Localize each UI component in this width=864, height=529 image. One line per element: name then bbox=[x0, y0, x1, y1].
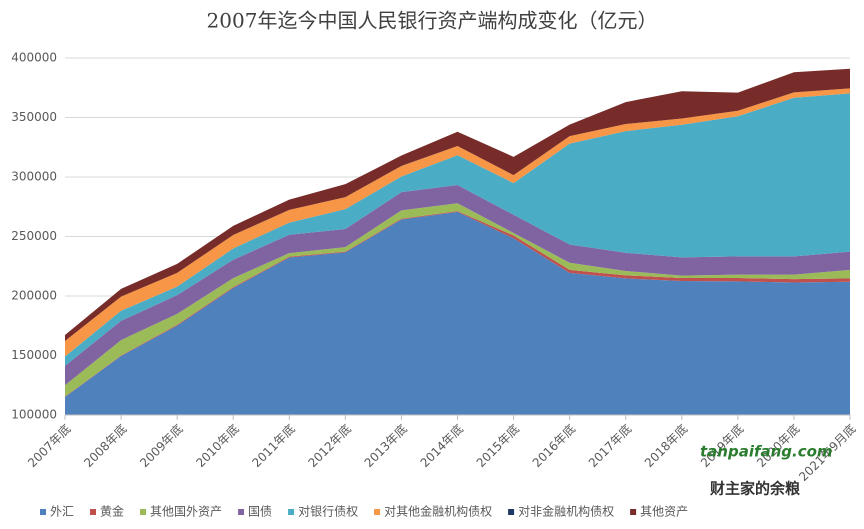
watermark: 财主家的余粮 bbox=[710, 480, 801, 498]
watermark: tanpaifang.com bbox=[700, 443, 833, 461]
x-tick-label: 2007年底 bbox=[24, 421, 73, 470]
area bbox=[65, 185, 850, 386]
legend-label: 对其他金融机构债权 bbox=[384, 504, 492, 519]
y-tick-label: 200000 bbox=[11, 289, 57, 303]
legend-label: 国债 bbox=[248, 505, 272, 519]
x-tick-label: 2010年底 bbox=[193, 421, 242, 470]
x-tick-label: 2014年底 bbox=[417, 421, 466, 470]
legend-label: 对银行债权 bbox=[298, 505, 358, 519]
legend-label: 黄金 bbox=[100, 504, 124, 519]
chart-title: 2007年迄今中国人民银行资产端构成变化（亿元） bbox=[207, 9, 658, 33]
legend-swatch bbox=[374, 509, 381, 515]
y-tick-label: 150000 bbox=[11, 348, 57, 362]
area bbox=[65, 211, 850, 415]
legend-swatch bbox=[40, 509, 46, 515]
x-tick-label: 2018年底 bbox=[641, 421, 690, 470]
legend-label: 其他资产 bbox=[640, 505, 688, 519]
legend-label: 外汇 bbox=[50, 505, 74, 519]
y-tick-label: 300000 bbox=[11, 170, 57, 184]
legend-swatch bbox=[288, 509, 295, 515]
area bbox=[65, 93, 850, 366]
x-tick-label: 2012年底 bbox=[305, 421, 354, 470]
y-tick-label: 100000 bbox=[11, 408, 57, 422]
area bbox=[65, 68, 850, 341]
x-tick-label: 2013年底 bbox=[361, 421, 410, 470]
x-tick-label: 2008年底 bbox=[80, 421, 129, 470]
x-tick-label: 2017年底 bbox=[585, 421, 634, 470]
x-tick-label: 2015年底 bbox=[473, 421, 522, 470]
legend-label: 其他国外资产 bbox=[150, 505, 222, 519]
x-tick-label: 2016年底 bbox=[529, 421, 578, 470]
legend-swatch bbox=[508, 509, 515, 515]
y-tick-label: 350000 bbox=[11, 110, 57, 124]
y-tick-label: 250000 bbox=[11, 229, 57, 243]
legend-swatch bbox=[630, 509, 637, 515]
x-tick-label: 2009年底 bbox=[137, 421, 186, 470]
legend-swatch bbox=[140, 509, 147, 515]
x-tick-label: 2011年底 bbox=[249, 421, 298, 470]
legend-swatch bbox=[90, 509, 97, 515]
legend-label: 对非金融机构债权 bbox=[518, 504, 614, 519]
legend-swatch bbox=[238, 509, 245, 515]
y-tick-label: 400000 bbox=[11, 51, 57, 65]
